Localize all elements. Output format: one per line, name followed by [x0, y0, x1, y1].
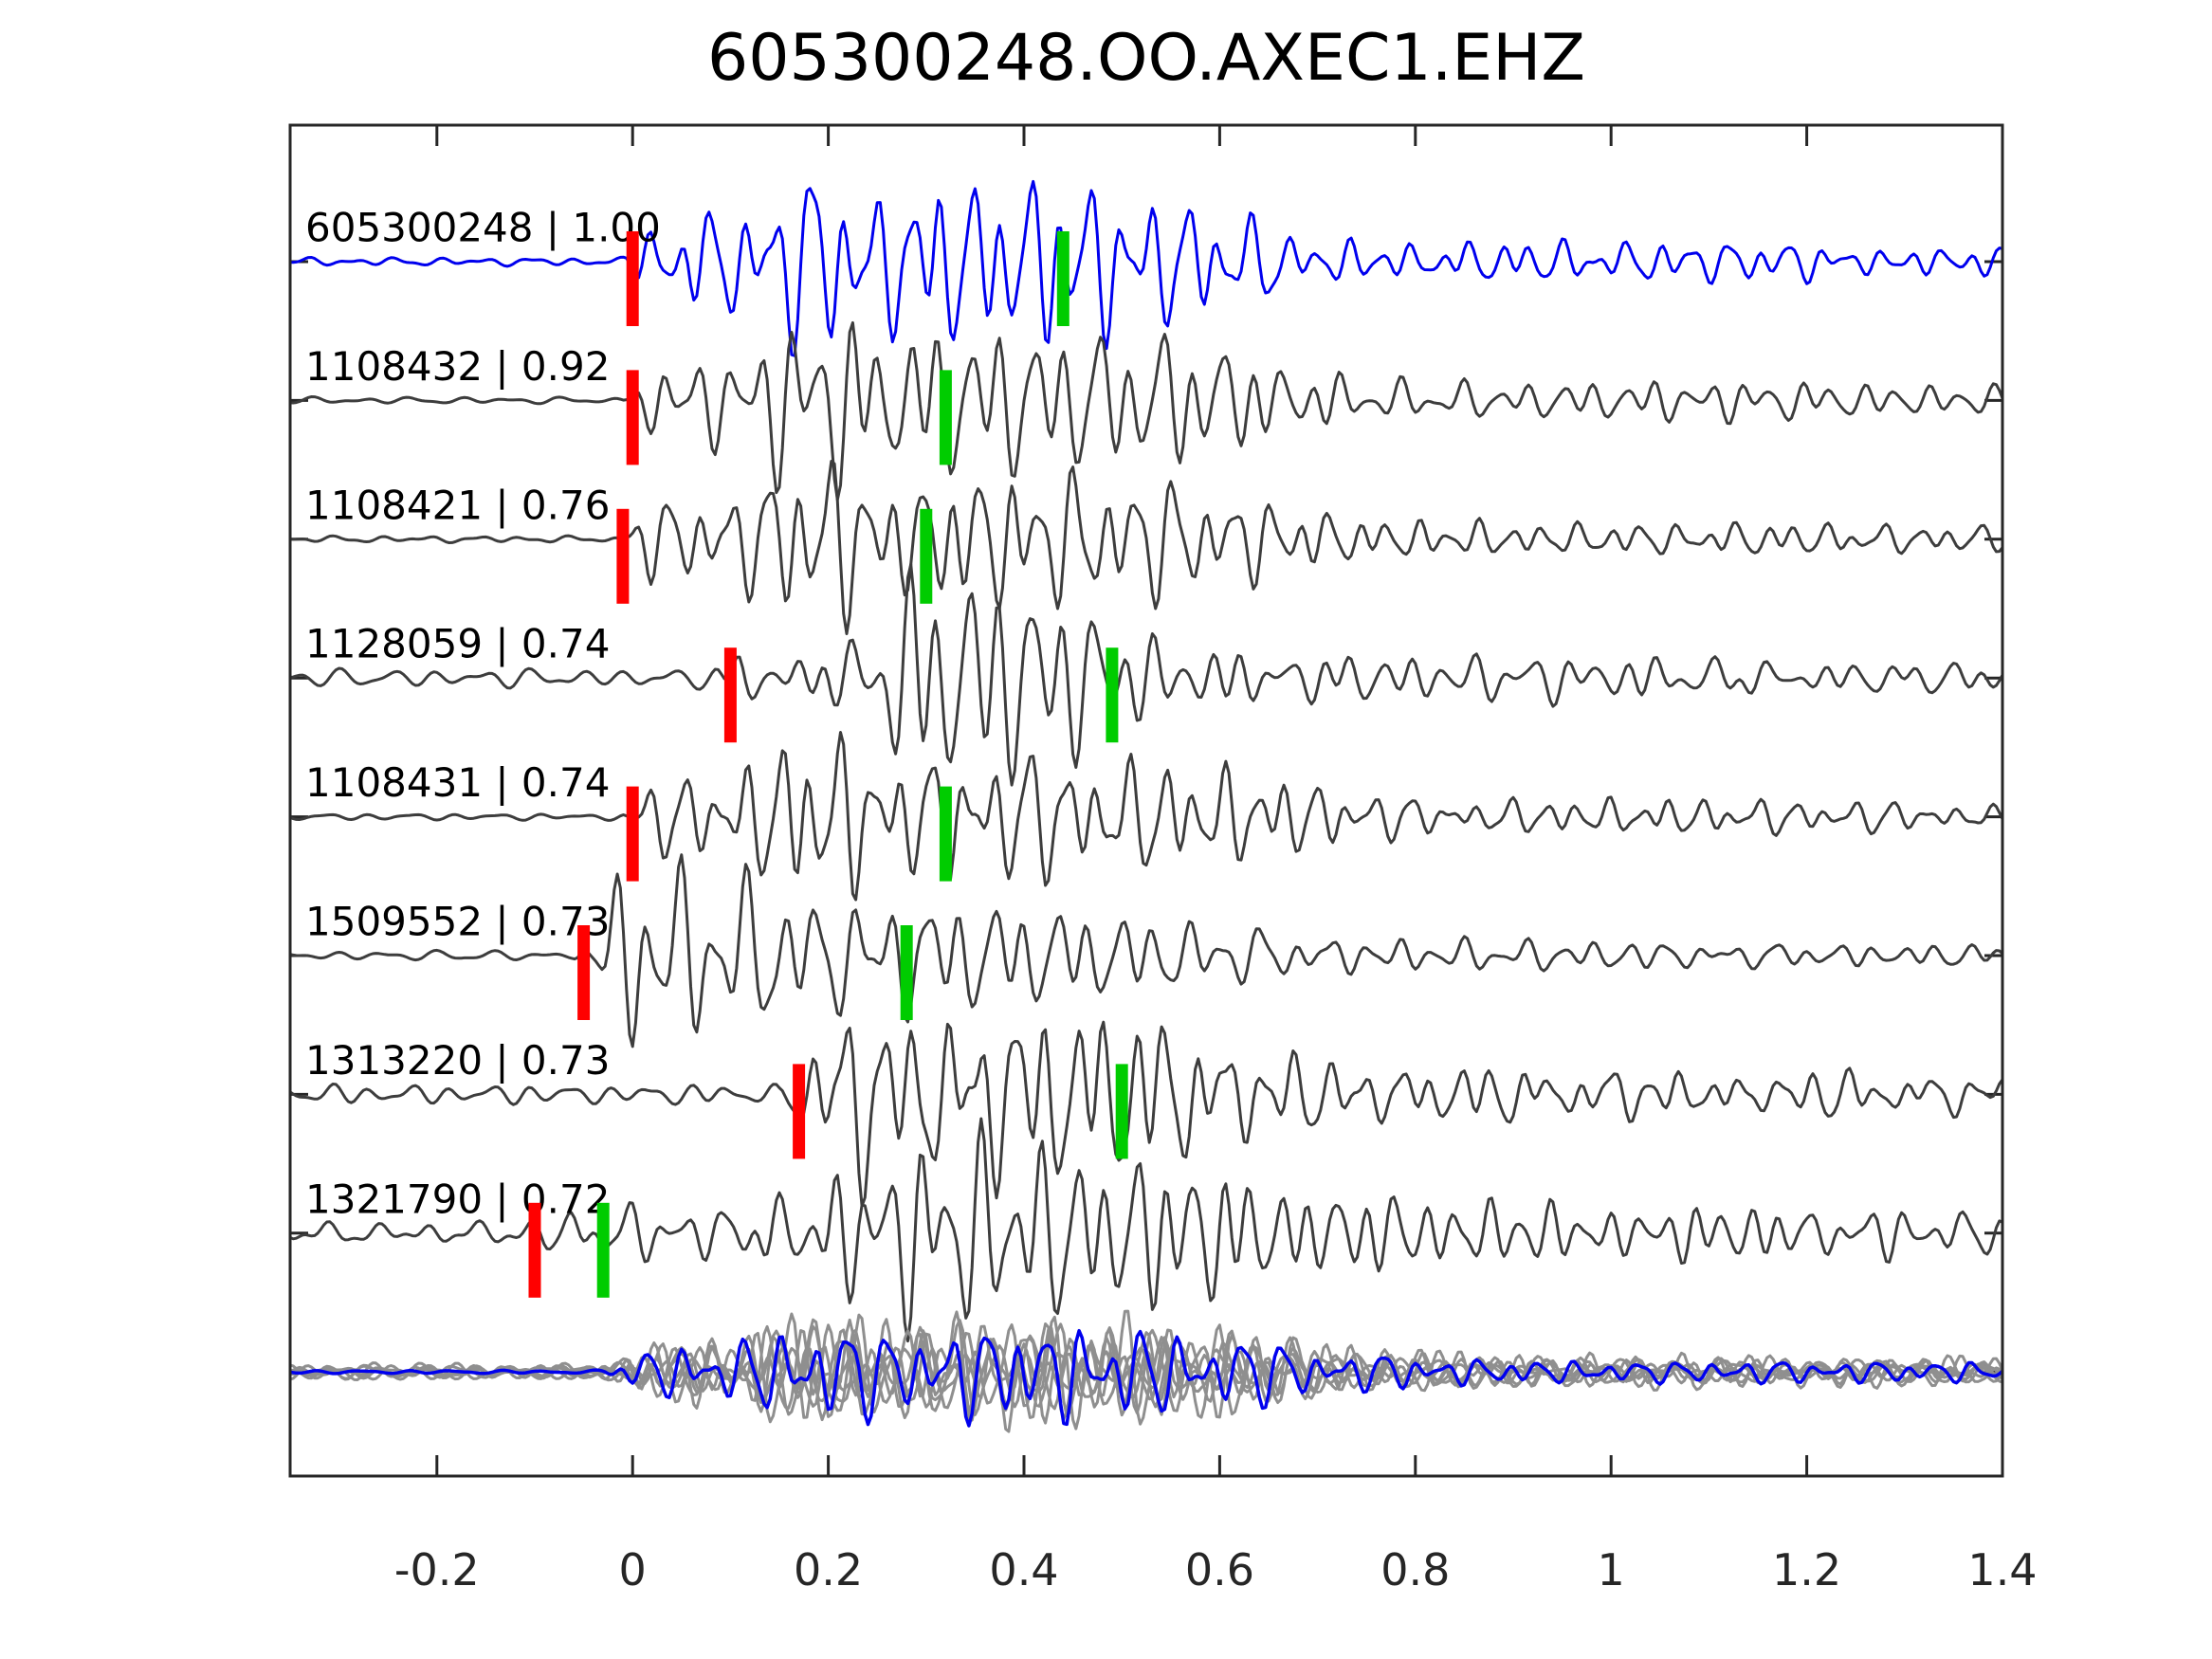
x-tick-label: 0: [619, 1544, 647, 1595]
green-pick-marker: [939, 786, 952, 882]
waveform-trace-1108421: [290, 460, 2002, 635]
x-tick-label: 1.4: [1967, 1544, 2037, 1595]
x-tick-label: 1: [1598, 1544, 1625, 1595]
trace-label: 605300248 | 1.00: [305, 205, 661, 251]
green-pick-marker: [1115, 1064, 1128, 1159]
overlay-reference-trace: [290, 1328, 2002, 1428]
red-pick-marker: [626, 370, 639, 465]
waveform-trace-1108431: [290, 731, 2002, 902]
red-pick-marker: [626, 786, 639, 882]
red-pick-marker: [616, 508, 630, 604]
waveform-trace-1313220: [290, 1020, 2002, 1208]
x-tick-label: 0.6: [1185, 1544, 1254, 1595]
green-pick-marker: [920, 508, 933, 604]
waveform-trace-1108432: [290, 320, 2002, 501]
trace-label: 1313220 | 0.73: [305, 1037, 610, 1084]
waveform-trace-1321790: [290, 1117, 2002, 1343]
trace-label: 1509552 | 0.73: [305, 899, 610, 945]
green-pick-marker: [939, 370, 952, 465]
waveform-trace-605300248: [290, 179, 2002, 357]
red-pick-marker: [793, 1064, 806, 1159]
waveform-trace-1128059: [290, 562, 2002, 787]
green-pick-marker: [1106, 647, 1119, 743]
trace-label: 1108431 | 0.74: [305, 759, 610, 806]
trace-label: 1108432 | 0.92: [305, 343, 610, 390]
red-pick-marker: [577, 925, 591, 1020]
trace-label: 1321790 | 0.72: [305, 1176, 610, 1222]
figure-title: 605300248.OO.AXEC1.EHZ: [706, 21, 1585, 96]
red-pick-marker: [528, 1202, 541, 1298]
trace-label: 1108421 | 0.76: [305, 482, 610, 528]
plot-frame: [288, 123, 2004, 1478]
trace-label: 1128059 | 0.74: [305, 621, 610, 667]
red-pick-marker: [723, 647, 737, 743]
x-tick-label: 0.4: [989, 1544, 1058, 1595]
x-tick-label: 0.8: [1380, 1544, 1450, 1595]
x-tick-label: 0.2: [794, 1544, 863, 1595]
overlay-gray-trace: [290, 1310, 2002, 1422]
green-pick-marker: [900, 925, 913, 1020]
green-pick-marker: [1056, 231, 1069, 326]
x-tick-label: 1.2: [1772, 1544, 1841, 1595]
red-pick-marker: [626, 231, 639, 326]
waveform-trace-1509552: [290, 853, 2002, 1048]
x-tick-label: -0.2: [394, 1544, 480, 1595]
green-pick-marker: [596, 1202, 610, 1298]
